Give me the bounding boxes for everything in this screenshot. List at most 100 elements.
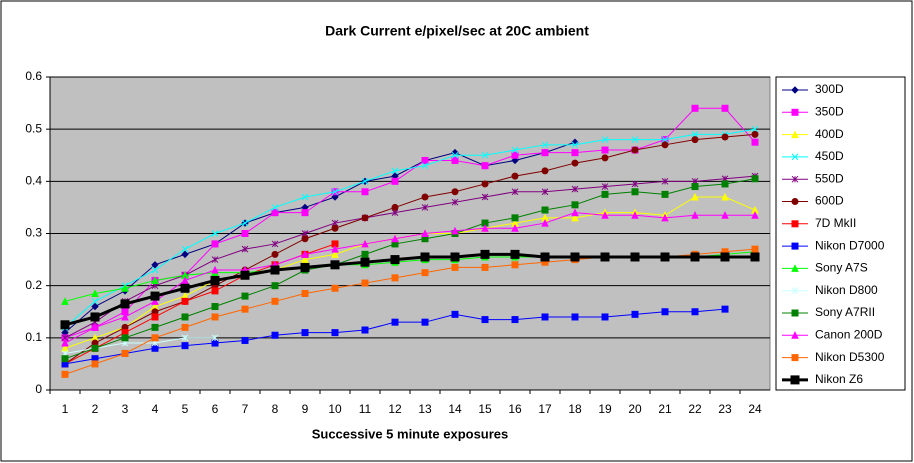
marker: [241, 305, 249, 313]
marker: [571, 208, 579, 217]
marker: [721, 104, 729, 112]
marker: [331, 193, 339, 201]
x-tick-label: 4: [152, 402, 159, 416]
marker: [511, 172, 519, 180]
marker: [721, 305, 729, 313]
marker: [571, 141, 579, 149]
series-line: [64, 212, 755, 344]
legend-box: [775, 76, 906, 391]
legend-label: 600D: [815, 194, 844, 208]
marker: [361, 188, 369, 196]
y-tick-label: 0.5: [25, 121, 42, 135]
marker: [180, 283, 190, 293]
marker: [91, 360, 99, 368]
legend-marker: [791, 264, 799, 272]
marker: [480, 249, 490, 259]
marker: [181, 276, 189, 284]
marker: [210, 275, 220, 285]
marker: [271, 240, 279, 248]
marker: [301, 209, 309, 217]
y-tick-label: 0.4: [25, 174, 42, 188]
marker: [211, 240, 219, 248]
marker: [481, 316, 489, 324]
marker: [301, 255, 309, 264]
y-tick-label: 0: [35, 382, 42, 396]
legend-marker: [791, 86, 799, 94]
x-tick-label: 14: [448, 402, 462, 416]
marker: [601, 211, 609, 219]
marker: [601, 183, 609, 190]
marker: [181, 342, 189, 350]
marker: [511, 146, 519, 154]
legend-marker: [791, 220, 799, 228]
x-tick-label: 23: [718, 402, 732, 416]
marker: [691, 308, 699, 316]
marker: [541, 188, 549, 196]
marker: [631, 310, 639, 318]
marker: [751, 130, 759, 138]
marker: [240, 270, 250, 280]
marker: [181, 334, 189, 342]
x-tick-label: 5: [182, 402, 189, 416]
marker: [691, 104, 699, 112]
marker: [541, 206, 549, 214]
marker: [300, 262, 310, 272]
marker: [451, 310, 459, 318]
marker: [151, 297, 159, 305]
marker: [661, 141, 669, 149]
marker: [421, 193, 429, 201]
marker: [391, 234, 399, 243]
marker: [271, 331, 279, 339]
marker: [660, 252, 670, 262]
marker: [211, 230, 219, 237]
marker: [601, 190, 609, 198]
marker: [451, 263, 459, 271]
marker: [571, 185, 579, 193]
marker: [601, 154, 609, 162]
marker: [151, 344, 159, 352]
marker: [301, 289, 309, 297]
marker: [751, 211, 759, 219]
marker: [181, 250, 189, 259]
series-line: [64, 133, 756, 365]
marker: [721, 180, 729, 188]
marker: [691, 183, 699, 191]
marker: [241, 245, 249, 253]
marker: [271, 209, 279, 217]
marker: [571, 159, 579, 167]
marker: [301, 329, 309, 337]
marker: [91, 297, 99, 305]
legend-marker: [791, 130, 799, 139]
marker: [541, 218, 549, 227]
marker: [61, 297, 69, 305]
marker: [301, 250, 309, 258]
x-tick-label: 24: [748, 402, 762, 416]
marker: [631, 188, 639, 196]
series-line: [64, 252, 755, 327]
marker: [751, 245, 759, 253]
marker: [661, 136, 669, 143]
marker: [720, 252, 730, 262]
marker: [331, 188, 339, 196]
x-tick-label: 8: [272, 402, 279, 416]
marker: [241, 292, 249, 300]
marker: [331, 329, 339, 337]
marker: [541, 149, 549, 157]
y-tick-label: 0.1: [25, 330, 42, 344]
marker: [510, 249, 520, 259]
marker: [691, 211, 699, 219]
marker: [630, 252, 640, 262]
legend-marker: [791, 108, 799, 116]
marker: [750, 252, 760, 262]
legend-label: Nikon D7000: [815, 238, 885, 252]
marker: [181, 297, 189, 305]
marker: [211, 265, 219, 274]
marker: [301, 235, 309, 243]
marker: [360, 257, 370, 267]
marker: [301, 193, 309, 201]
marker: [511, 151, 519, 159]
x-axis-title: Successive 5 minute exposures: [312, 426, 509, 441]
x-tick-label: 17: [538, 402, 552, 416]
marker: [330, 260, 340, 270]
